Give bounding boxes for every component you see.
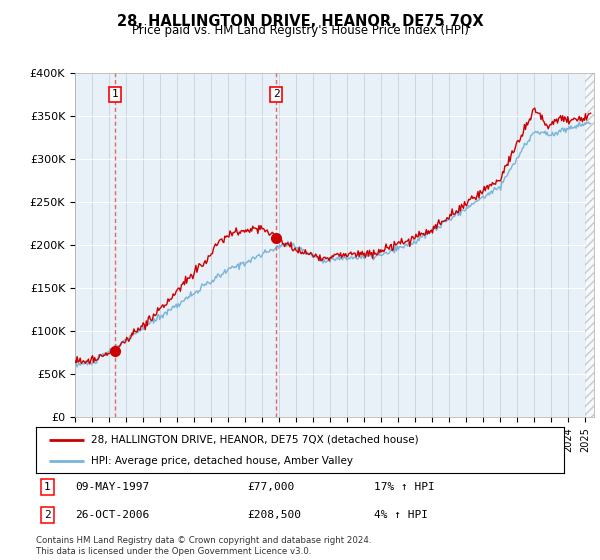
Text: Price paid vs. HM Land Registry's House Price Index (HPI): Price paid vs. HM Land Registry's House …: [131, 24, 469, 37]
Text: 1: 1: [112, 90, 119, 99]
Text: 26-OCT-2006: 26-OCT-2006: [76, 510, 150, 520]
Text: 28, HALLINGTON DRIVE, HEANOR, DE75 7QX: 28, HALLINGTON DRIVE, HEANOR, DE75 7QX: [116, 14, 484, 29]
Text: £208,500: £208,500: [247, 510, 301, 520]
Text: 4% ↑ HPI: 4% ↑ HPI: [374, 510, 428, 520]
Text: 17% ↑ HPI: 17% ↑ HPI: [374, 482, 434, 492]
Text: £77,000: £77,000: [247, 482, 295, 492]
Text: 09-MAY-1997: 09-MAY-1997: [76, 482, 150, 492]
Text: 1: 1: [44, 482, 50, 492]
Text: 28, HALLINGTON DRIVE, HEANOR, DE75 7QX (detached house): 28, HALLINGTON DRIVE, HEANOR, DE75 7QX (…: [91, 435, 419, 445]
Text: HPI: Average price, detached house, Amber Valley: HPI: Average price, detached house, Ambe…: [91, 456, 353, 466]
Text: Contains HM Land Registry data © Crown copyright and database right 2024.
This d: Contains HM Land Registry data © Crown c…: [36, 536, 371, 556]
Text: 2: 2: [44, 510, 50, 520]
Text: 2: 2: [273, 90, 280, 99]
